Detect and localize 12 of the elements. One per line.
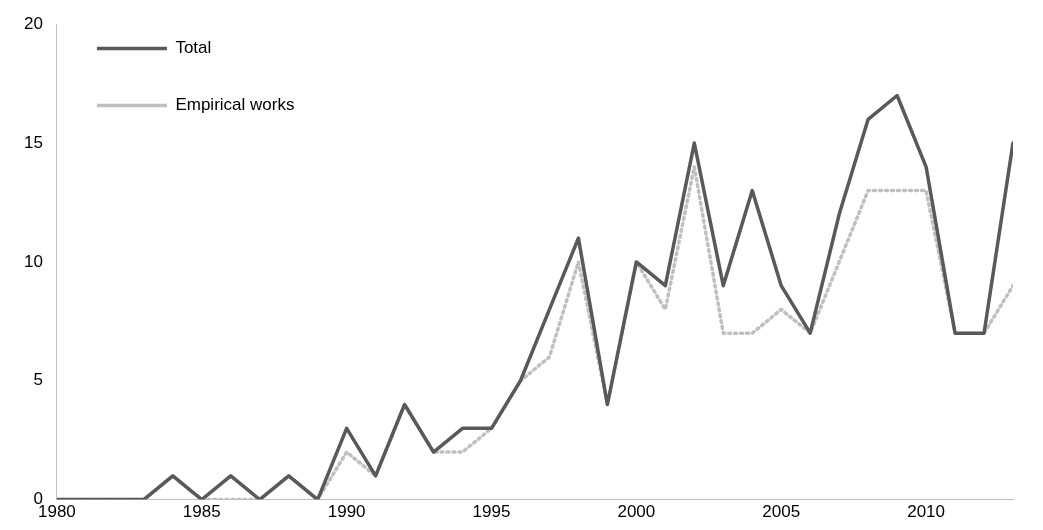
y-tick-label: 20 (23, 13, 43, 33)
x-tick-label: 1995 (472, 502, 511, 522)
x-tick-label: 1985 (182, 502, 221, 522)
y-tick-label: 5 (33, 370, 43, 390)
x-tick-label: 2005 (762, 502, 801, 522)
legend-label: Total (175, 38, 212, 58)
y-tick-label: 15 (23, 132, 43, 152)
x-tick-label: 2000 (617, 502, 656, 522)
legend-label: Empirical works (175, 95, 295, 115)
y-tick-label: 10 (23, 251, 43, 271)
x-tick-label: 2010 (907, 502, 945, 522)
x-tick-label: 1990 (327, 502, 366, 522)
